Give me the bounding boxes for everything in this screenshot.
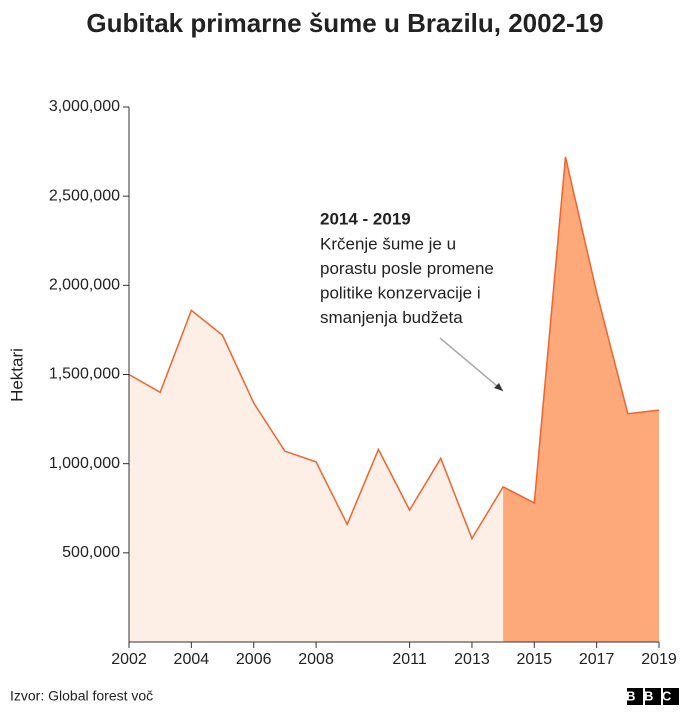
logo-text: BBC [626, 688, 680, 703]
arrow-head [494, 383, 503, 391]
annotation-text: politike konzervacije i [320, 283, 481, 302]
x-tick-label: 2008 [298, 651, 334, 668]
x-tick-label: 2002 [111, 651, 147, 668]
annotation-text: Krčenje šume je u [320, 234, 456, 253]
logo: BBC [626, 688, 680, 705]
highlight-area [503, 156, 659, 642]
y-tick-label: 2,500,000 [49, 187, 120, 204]
x-tick-label: 2011 [392, 651, 427, 668]
annotation-text: smanjenja budžeta [320, 308, 463, 327]
y-tick-label: 1,500,000 [49, 366, 120, 383]
logo-box [645, 688, 661, 705]
annotation-text: porastu posle promene [320, 259, 494, 278]
x-tick-label: 2006 [236, 651, 272, 668]
x-tick-label: 2017 [579, 651, 615, 668]
y-axis-label: Hektari [7, 348, 26, 402]
annotation-title: 2014 - 2019 [320, 209, 411, 228]
x-tick-label: 2019 [641, 651, 677, 668]
logo-box [627, 688, 643, 705]
x-tick-label: 2004 [174, 651, 210, 668]
annotation-arrow [439, 337, 504, 392]
line [128, 156, 660, 541]
logo-box [663, 688, 679, 705]
y-tick-label: 2,000,000 [49, 277, 120, 294]
chart-title: Gubitak primarne šume u Brazilu, 2002-19 [86, 8, 603, 38]
x-tick-label: 2015 [516, 651, 552, 668]
y-tick-label: 500,000 [62, 544, 120, 561]
source: Izvor: Global forest voč [10, 688, 153, 704]
y-tick-label: 1,000,000 [49, 455, 120, 472]
x-tick-label: 2013 [454, 651, 490, 668]
y-tick-label: 3,000,000 [49, 98, 120, 115]
